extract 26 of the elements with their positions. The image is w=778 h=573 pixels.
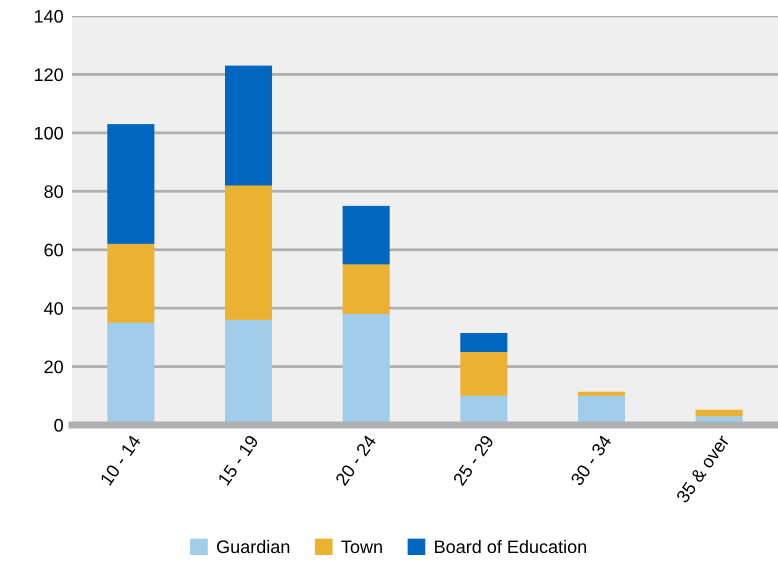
legend-label: Guardian: [217, 540, 290, 554]
x-tick-label: 30 - 34: [570, 434, 612, 486]
bar: [107, 244, 154, 323]
y-tick-label: 140: [34, 10, 63, 23]
y-tick-label: 120: [34, 68, 63, 82]
bar: [342, 206, 390, 264]
x-tick-label: 10 - 14: [100, 434, 142, 486]
x-tick-label: 25 - 29: [452, 434, 494, 486]
x-tick-label: 15 - 19: [217, 434, 259, 486]
y-tick-label: 60: [44, 244, 63, 256]
legend-label: Town: [341, 540, 382, 554]
bar: [460, 332, 508, 352]
y-tick-label: 100: [34, 126, 63, 140]
legend-label: Board of Education: [435, 540, 586, 554]
y-tick-label: 40: [44, 302, 63, 315]
x-tick-label: 20 - 24: [334, 434, 377, 486]
bar: [224, 66, 272, 186]
y-tick-label: 80: [44, 185, 63, 198]
bar: [342, 264, 390, 314]
bar: [578, 392, 626, 396]
y-tick-label: 0: [54, 418, 63, 432]
bar: [107, 124, 154, 244]
bar: [696, 410, 743, 416]
bar: [460, 352, 508, 396]
y-tick-label: 20: [44, 360, 63, 374]
bar: [224, 185, 272, 320]
